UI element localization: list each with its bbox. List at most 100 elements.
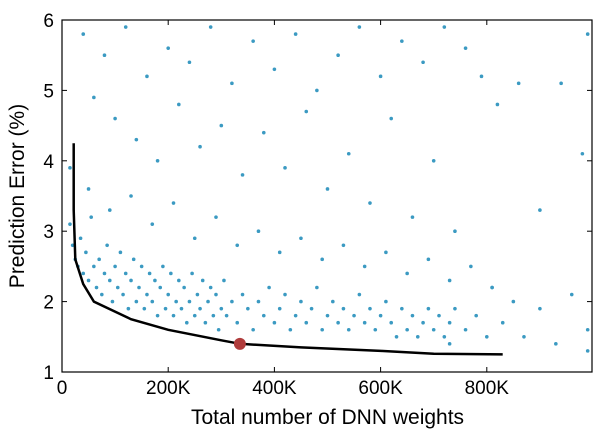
data-point — [235, 243, 240, 248]
y-tick-label: 2 — [43, 293, 54, 314]
data-point — [206, 299, 210, 304]
data-point — [304, 109, 309, 114]
data-point — [261, 313, 266, 318]
y-axis: 1 2 3 4 5 6 — [43, 11, 592, 384]
data-point — [246, 306, 250, 311]
data-point — [142, 306, 147, 311]
data-point — [421, 320, 425, 325]
data-point — [78, 236, 83, 241]
x-tick-label: 600K — [358, 378, 403, 399]
data-point — [200, 278, 205, 283]
data-point — [362, 320, 367, 325]
data-point — [230, 299, 234, 304]
data-point — [368, 306, 372, 311]
data-point — [84, 250, 88, 255]
data-point — [585, 327, 590, 332]
data-point — [277, 250, 282, 255]
data-point — [341, 306, 346, 311]
data-point — [107, 208, 112, 212]
data-point — [158, 285, 163, 290]
data-point — [251, 39, 255, 43]
data-point — [81, 271, 86, 276]
data-point — [198, 306, 202, 311]
data-point — [469, 264, 473, 269]
data-point — [325, 313, 330, 318]
data-point — [184, 320, 189, 325]
data-point — [421, 60, 425, 65]
data-point — [495, 102, 500, 107]
data-point — [166, 46, 170, 50]
data-point — [240, 173, 245, 177]
data-point — [522, 335, 526, 339]
data-point — [538, 208, 542, 212]
x-tick-label: 800K — [465, 378, 510, 399]
data-point — [437, 313, 441, 318]
highlight-point — [233, 337, 246, 350]
data-point — [415, 335, 420, 339]
data-point — [174, 299, 178, 304]
data-point — [155, 159, 160, 163]
data-point — [277, 306, 282, 311]
data-point — [442, 25, 447, 29]
data-point — [511, 299, 516, 304]
data-point — [68, 222, 72, 226]
data-point — [362, 264, 367, 269]
data-point — [163, 306, 168, 311]
data-point — [182, 285, 186, 290]
data-point — [453, 306, 457, 311]
data-point — [346, 327, 351, 332]
y-tick-label: 3 — [43, 222, 54, 243]
data-point — [463, 327, 468, 332]
data-point — [179, 306, 184, 311]
data-point — [224, 313, 229, 318]
data-point — [485, 335, 489, 339]
data-point — [283, 166, 287, 170]
data-point — [198, 144, 202, 149]
data-point — [299, 236, 303, 241]
data-point — [309, 306, 314, 311]
data-point — [240, 292, 245, 297]
data-point — [81, 32, 86, 36]
data-point — [166, 292, 170, 297]
data-point — [208, 285, 213, 290]
data-point — [113, 264, 117, 269]
data-point — [453, 229, 457, 233]
data-point — [474, 313, 478, 318]
data-point — [137, 285, 141, 290]
data-point — [187, 299, 192, 304]
data-point — [400, 306, 404, 311]
data-point — [447, 320, 452, 325]
data-point — [203, 320, 208, 325]
data-point — [105, 243, 109, 248]
data-point — [113, 116, 117, 121]
data-point — [121, 292, 125, 297]
data-point — [405, 327, 409, 332]
data-point — [68, 166, 72, 170]
scatter-points — [68, 25, 590, 353]
data-point — [187, 60, 192, 65]
data-point — [283, 292, 287, 297]
data-point — [315, 88, 319, 93]
data-point — [463, 46, 468, 50]
data-point — [336, 320, 340, 325]
data-point — [190, 271, 194, 276]
data-point — [171, 201, 176, 205]
data-point — [192, 236, 197, 241]
data-point — [110, 299, 115, 304]
data-point — [394, 335, 399, 339]
frontier-line — [72, 143, 503, 356]
data-point — [161, 264, 165, 269]
pareto-frontier — [72, 143, 503, 356]
data-point — [145, 74, 149, 79]
x-tick-label: 200K — [146, 378, 191, 399]
y-tick-label: 6 — [43, 11, 54, 32]
data-point — [153, 278, 157, 283]
data-point — [293, 32, 298, 36]
data-point — [208, 25, 213, 29]
x-axis-label: Total number of DNN weights — [191, 406, 464, 429]
data-point — [169, 271, 173, 276]
highlighted-point — [233, 337, 246, 350]
data-point — [378, 74, 383, 79]
data-point — [131, 257, 136, 262]
